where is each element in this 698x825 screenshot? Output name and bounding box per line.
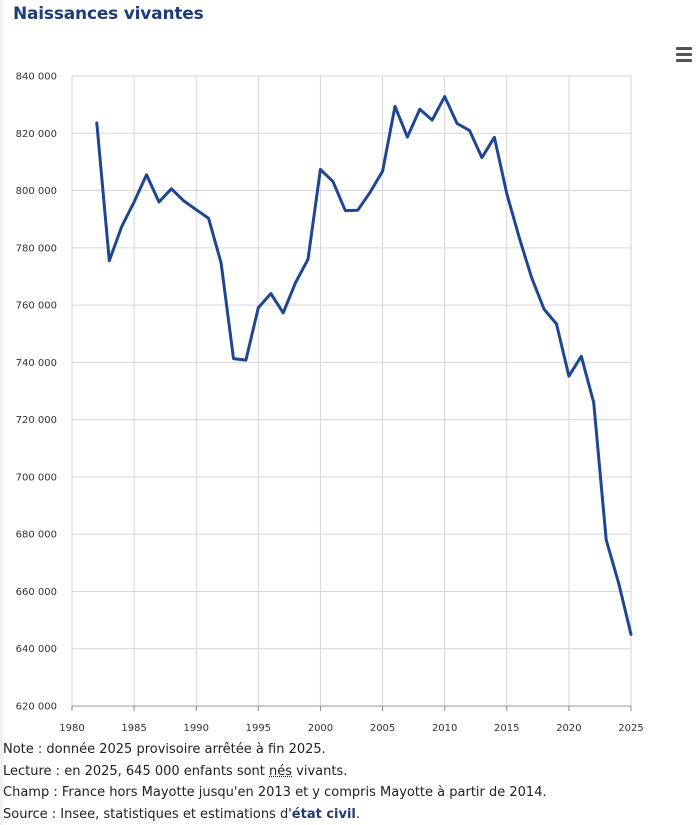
x-tick-label: 2000 [308, 723, 333, 734]
y-tick-label: 720 000 [16, 415, 57, 426]
y-tick-label: 800 000 [16, 186, 57, 197]
y-tick-label: 820 000 [16, 129, 57, 140]
chart-notes: Note : donnée 2025 provisoire arrêtée à … [3, 739, 547, 825]
x-tick-label: 2020 [556, 723, 581, 734]
lecture-text: Lecture : en 2025, 645 000 enfants sont … [3, 763, 348, 779]
x-tick-label: 1985 [121, 723, 146, 734]
lecture-definition-link[interactable]: nés [269, 763, 293, 779]
y-tick-label: 620 000 [16, 702, 57, 713]
note-text: Note : donnée 2025 provisoire arrêtée à … [3, 742, 326, 757]
chart-title: Naissances vivantes [13, 4, 204, 24]
x-axis-labels: 1980 1985 1990 1995 2000 2005 2010 2015 2020 2025 [59, 723, 643, 734]
left-rule [0, 0, 3, 825]
source-text: Source : Insee, statistiques et estimati… [3, 806, 361, 822]
y-tick-label: 700 000 [16, 472, 57, 483]
y-tick-label: 780 000 [16, 243, 57, 254]
etat-civil-link[interactable]: état civil [291, 806, 356, 822]
x-tick-label: 2025 [618, 723, 643, 734]
y-tick-label: 740 000 [16, 358, 57, 369]
hamburger-menu-icon[interactable] [674, 44, 694, 64]
x-tick-label: 1995 [246, 723, 271, 734]
grid-lines [71, 75, 632, 707]
y-axis-labels: 620 000 640 000 660 000 680 000 700 000 720 0… [16, 72, 57, 713]
champ-text: Champ : France hors Mayotte jusqu'en 201… [3, 785, 547, 800]
y-tick-label: 640 000 [16, 644, 57, 655]
line-chart: 620 000 640 000 660 000 680 000 700 000 720 0… [16, 72, 644, 735]
x-tick-label: 1980 [59, 723, 84, 734]
y-tick-label: 840 000 [16, 72, 57, 83]
y-tick-label: 660 000 [16, 587, 57, 598]
x-tick-label: 2005 [370, 723, 395, 734]
x-tick-label: 2015 [494, 723, 519, 734]
y-tick-label: 680 000 [16, 530, 57, 541]
x-tick-label: 2010 [432, 723, 457, 734]
series-line [95, 95, 633, 636]
y-tick-label: 760 000 [16, 301, 57, 312]
x-tick-label: 1990 [183, 723, 208, 734]
x-axis-ticks [71, 706, 632, 711]
